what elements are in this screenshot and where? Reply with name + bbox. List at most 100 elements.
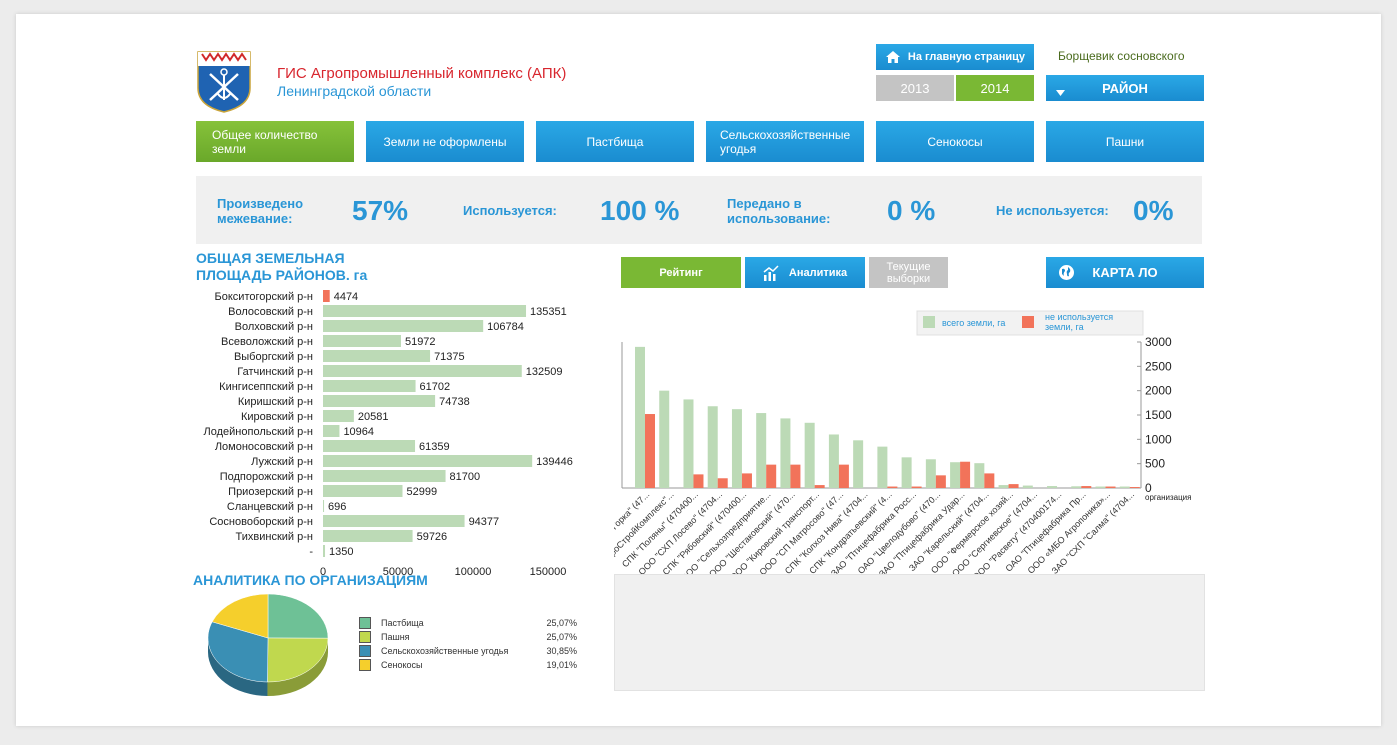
pie-legend-label: Пастбища [381, 618, 424, 628]
used-value: 100 % [600, 195, 680, 226]
pie-legend-swatch [359, 617, 371, 629]
district-value: 71375 [434, 351, 465, 363]
pie-legend-swatch [359, 631, 371, 643]
pie-legend-label: Сенокосы [381, 660, 423, 670]
org-bar-unused [1129, 487, 1140, 488]
pie-slice-side [208, 638, 268, 696]
chevron-down-icon [1056, 84, 1065, 99]
pie-legend-percent: 25,07% [546, 618, 577, 628]
org-bar-total [659, 390, 670, 488]
org-bar-total [707, 406, 718, 488]
district-bar [323, 410, 354, 422]
org-bar-total [1095, 486, 1106, 488]
nav-pastures[interactable]: Пастбища [536, 121, 694, 162]
district-label: Киришский р-н [238, 396, 313, 408]
unused-value: 0% [1133, 195, 1174, 226]
y-tick-label: 500 [1145, 457, 1165, 471]
tab-analytics[interactable]: Аналитика [745, 257, 865, 288]
org-bar-total [998, 485, 1009, 488]
pie-legend-percent: 25,07% [546, 632, 577, 642]
analytics-icon [763, 264, 779, 281]
district-bar [323, 485, 403, 497]
y-tick-label: 1000 [1145, 432, 1172, 446]
nav-arable-land[interactable]: Пашни [1046, 121, 1204, 162]
org-bar-total [974, 463, 985, 488]
org-bar-total [683, 399, 694, 488]
transferred-value: 0 % [887, 195, 936, 226]
district-bar [323, 530, 413, 542]
nav-hayfields[interactable]: Сенокосы [876, 121, 1034, 162]
district-value: 59726 [417, 531, 448, 543]
district-value: 52999 [406, 486, 437, 498]
district-label: Тихвинский р-н [236, 531, 313, 543]
stats-panel [196, 176, 1202, 244]
legend-swatch-total [923, 316, 935, 328]
y-tick-label: 3000 [1145, 335, 1172, 349]
district-select[interactable]: РАЙОН [1046, 75, 1204, 101]
org-bar-total [828, 434, 839, 488]
district-bar [323, 455, 533, 467]
pie-legend-row: Сельскохозяйственные угодья 30,85% [359, 645, 577, 657]
district-bar [323, 500, 325, 512]
tab-rating[interactable]: Рейтинг [621, 257, 741, 288]
district-label: Волховский р-н [235, 321, 313, 333]
org-bar-unused [887, 486, 898, 488]
y-tick-label: 2000 [1145, 384, 1172, 398]
org-bar-unused [838, 464, 849, 488]
org-bar-unused [935, 475, 946, 488]
nav-agricultural-land[interactable]: Сельскохозяйственные угодья [706, 121, 864, 162]
org-bar-unused [911, 486, 922, 488]
unused-label: Не используется: [996, 203, 1109, 218]
org-bar-total [1071, 486, 1082, 488]
org-bar-unused [790, 464, 801, 488]
pie-slice [211, 593, 269, 639]
org-bar-unused [766, 464, 777, 488]
district-value: 106784 [487, 321, 524, 333]
district-value: 61359 [419, 441, 450, 453]
district-label: Ломоносовский р-н [215, 441, 313, 453]
district-bar [323, 335, 401, 347]
district-bar [323, 470, 446, 482]
tab-current-selections[interactable]: Текущие выборки [869, 257, 948, 288]
org-pie-chart [207, 593, 329, 696]
app-subtitle: Ленинградской области [277, 83, 432, 99]
pie-legend-swatch [359, 645, 371, 657]
district-value: 61702 [420, 381, 451, 393]
org-bar-total [756, 413, 767, 488]
org-bar-total [1022, 485, 1033, 488]
map-button[interactable]: КАРТА ЛО [1046, 257, 1204, 288]
user-layer-link[interactable]: Борщевик сосновского [1058, 49, 1185, 63]
district-value: 51972 [405, 336, 436, 348]
pie-slice-side [267, 638, 328, 696]
y-tick-label: 2500 [1145, 359, 1172, 373]
district-label: Кингисеппский р-н [219, 381, 313, 393]
district-value: 139446 [536, 456, 573, 468]
district-label: Лодейнопольский р-н [204, 426, 313, 438]
pie-legend-row: Сенокосы 19,01% [359, 659, 577, 671]
x-tick-label: 100000 [455, 566, 492, 578]
pie-slice [207, 621, 269, 683]
district-label: Всеволожский р-н [221, 336, 313, 348]
district-bar [323, 440, 416, 452]
district-label: - [309, 546, 313, 558]
district-bar [323, 395, 436, 407]
home-button[interactable]: На главную страницу [876, 44, 1034, 70]
region-coat-of-arms-icon [196, 50, 252, 113]
org-bar-unused [717, 478, 728, 488]
details-panel [614, 574, 1205, 691]
district-label: Гатчинский р-н [237, 366, 313, 378]
org-bar-total [635, 346, 645, 488]
nav-unregistered-land[interactable]: Земли не оформлены [366, 121, 524, 162]
org-bar-unused [1008, 484, 1019, 488]
nav-total-land[interactable]: Общее количество земли [196, 121, 354, 162]
survey-value: 57% [352, 195, 409, 226]
year-2014-button[interactable]: 2014 [956, 75, 1034, 101]
district-label: Подпорожский р-н [220, 471, 313, 483]
survey-label: Произведено межевание: [217, 196, 304, 226]
legend-swatch-unused [1022, 316, 1034, 328]
year-2013-button[interactable]: 2013 [876, 75, 954, 101]
district-bar [323, 305, 527, 317]
org-bar-total [925, 459, 936, 488]
org-bar-unused [741, 473, 752, 488]
district-bar [323, 545, 326, 557]
